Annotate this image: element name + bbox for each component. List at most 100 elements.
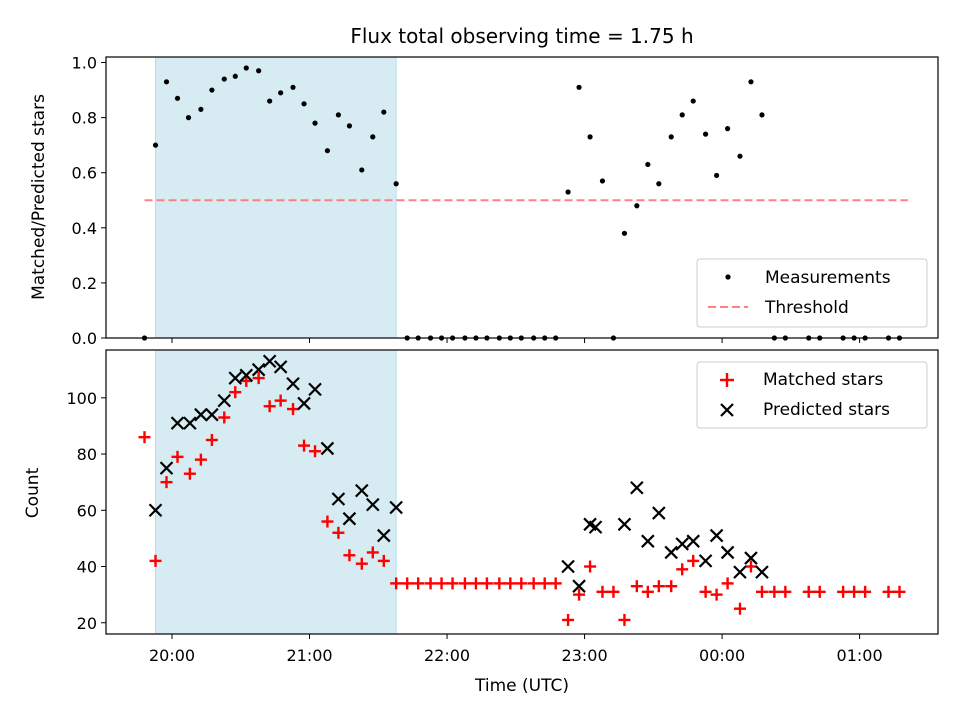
measurement-point-5: [198, 106, 204, 112]
matched-point-31: [493, 577, 506, 590]
bottom-y-tick-label-1: 40: [77, 558, 97, 577]
predicted-point-19: [366, 497, 380, 512]
top-axes-frame: [105, 56, 939, 339]
measurement-point-43: [634, 203, 640, 209]
top-legend-box: [696, 258, 928, 328]
measurement-point-4: [185, 115, 192, 121]
matched-legend-label: Matched stars: [763, 370, 883, 390]
measurement-point-9: [243, 65, 249, 71]
matched-point-47: [676, 563, 689, 576]
matched-point-58: [813, 585, 826, 598]
measurement-point-1: [152, 142, 159, 148]
measurements-legend-marker: [725, 274, 731, 280]
measurement-point-45: [656, 181, 662, 187]
matched-point-33: [515, 577, 528, 590]
x-tick-label-0: 20:00: [149, 646, 195, 665]
matched-point-55: [768, 585, 781, 598]
predicted-point-10: [262, 354, 277, 369]
matched-point-11: [263, 400, 276, 413]
top-y-tick-label-2: 0.4: [72, 219, 97, 238]
matched-point-24: [412, 577, 425, 590]
measurement-point-37: [565, 189, 571, 195]
predicted-point-9: [251, 362, 266, 377]
measurement-point-22: [393, 181, 399, 187]
matched-point-1: [149, 554, 162, 567]
measurement-point-44: [645, 161, 651, 168]
matched-point-61: [859, 585, 872, 598]
measurement-point-50: [713, 172, 720, 179]
matched-point-44: [641, 585, 654, 598]
predicted-point-12: [286, 376, 300, 391]
predicted-point-23: [572, 579, 586, 593]
matched-point-39: [584, 560, 597, 573]
matched-point-27: [446, 577, 459, 590]
matched-point-46: [665, 580, 678, 593]
top-y-tick-label-4: 0.8: [72, 109, 97, 128]
x-tick-label-1: 21:00: [286, 646, 332, 665]
predicted-legend-marker: [720, 403, 734, 417]
matched-point-3: [171, 450, 184, 463]
matched-point-54: [755, 585, 768, 598]
matched-point-42: [618, 613, 631, 626]
measurement-point-21: [381, 109, 387, 115]
chart-title: Flux total observing time = 1.75 h: [350, 24, 693, 48]
measurement-point-48: [690, 98, 696, 104]
bottom-legend-box: [696, 361, 928, 429]
measurement-point-2: [163, 79, 170, 85]
matched-point-41: [607, 585, 620, 598]
matched-point-48: [687, 554, 700, 567]
matched-point-4: [183, 467, 196, 480]
matched-point-16: [321, 515, 334, 528]
predicted-point-21: [389, 500, 403, 515]
matched-point-59: [837, 585, 850, 598]
predicted-point-36: [733, 565, 747, 579]
predicted-point-13: [297, 396, 311, 411]
predicted-point-25: [588, 520, 603, 534]
bottom-shaded-region: [155, 349, 397, 635]
measurement-point-12: [278, 90, 284, 96]
matched-point-34: [527, 577, 540, 590]
matched-point-20: [366, 546, 379, 559]
matched-point-8: [229, 386, 242, 399]
measurement-point-54: [759, 112, 765, 118]
x-tick-label-4: 00:00: [699, 646, 745, 665]
bottom-axes-frame: [105, 349, 939, 635]
matched-point-57: [802, 585, 815, 598]
top-y-tick-label-0: 0.0: [72, 329, 97, 348]
matched-point-19: [355, 557, 368, 570]
x-tick-label-2: 22:00: [424, 646, 470, 665]
measurement-point-15: [312, 120, 318, 126]
matched-point-56: [779, 585, 792, 598]
measurement-point-18: [346, 123, 353, 129]
predicted-point-31: [675, 537, 689, 551]
measurement-points: [141, 65, 903, 341]
predicted-point-34: [709, 528, 724, 543]
measurement-point-10: [256, 68, 262, 74]
bottom-y-tick-label-0: 20: [77, 614, 97, 633]
matched-point-43: [630, 580, 643, 593]
top-x-ticks: [171, 338, 861, 343]
measurement-point-40: [599, 178, 606, 184]
measurement-point-19: [359, 167, 365, 173]
matched-point-15: [309, 445, 322, 458]
matched-point-29: [469, 577, 482, 590]
measurements-legend-label: Measurements: [765, 268, 891, 288]
predicted-point-3: [183, 416, 197, 430]
matched-point-17: [332, 526, 345, 539]
matched-legend-marker: [720, 373, 734, 387]
measurement-point-17: [335, 112, 342, 118]
measurement-point-39: [587, 134, 593, 140]
matched-point-63: [893, 585, 906, 598]
bottom-y-tick-label-2: 60: [77, 501, 97, 520]
predicted-point-37: [744, 551, 758, 565]
measurement-point-13: [290, 84, 296, 90]
predicted-point-35: [720, 545, 735, 560]
top-y-label: Matched/Predicted stars: [29, 94, 49, 300]
matched-point-7: [218, 411, 231, 424]
top-y-tick-label-3: 0.6: [72, 164, 97, 183]
predicted-point-4: [194, 407, 208, 422]
predicted-point-33: [698, 554, 713, 568]
count-points: [138, 354, 906, 626]
matched-point-9: [240, 374, 253, 387]
